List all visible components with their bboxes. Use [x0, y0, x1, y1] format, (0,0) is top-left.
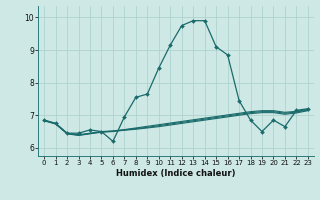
X-axis label: Humidex (Indice chaleur): Humidex (Indice chaleur): [116, 169, 236, 178]
